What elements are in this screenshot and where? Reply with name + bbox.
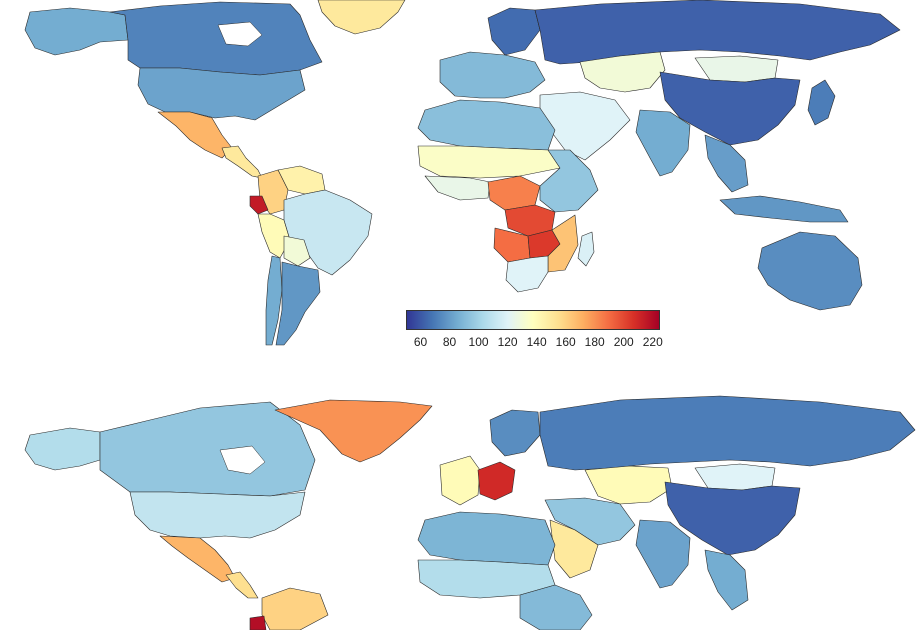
world-map-bottom: [24, 395, 916, 630]
region-greenland: [317, 0, 406, 35]
color-scale-tick-label: 140: [526, 335, 547, 349]
region-east-africa: [519, 584, 593, 630]
region-scandinavia: [487, 7, 541, 56]
region-south-africa: [505, 255, 549, 293]
color-scale-legend: 60 80 100 120 140 160 180 200 220: [398, 307, 670, 352]
region-russia: [534, 0, 901, 65]
color-scale-tick-label: 100: [468, 335, 489, 349]
lake-hudson-bay: [217, 21, 263, 47]
color-scale-tick-label: 60: [413, 335, 428, 349]
region-india: [635, 519, 691, 589]
region-mexico: [159, 535, 236, 583]
region-canada: [99, 401, 316, 497]
region-east-africa: [539, 149, 599, 213]
region-west-africa: [424, 175, 491, 201]
region-mongolia: [694, 463, 776, 491]
color-scale-tick-label: 180: [584, 335, 605, 349]
region-north-africa: [417, 99, 556, 151]
region-southeast-asia: [704, 549, 749, 611]
map-panel-top: 60 80 100 120 140 160 180 200 220: [24, 0, 901, 352]
map-panel-bottom: [0, 370, 922, 630]
region-chile: [265, 255, 283, 346]
region-central-america: [221, 145, 263, 179]
region-japan: [807, 79, 836, 126]
color-scale-tick-label: 220: [642, 335, 663, 349]
region-bolivia: [283, 235, 311, 267]
region-sahel: [417, 145, 561, 179]
color-scale-tick-label: 120: [497, 335, 518, 349]
region-south-america-north: [261, 587, 329, 630]
region-china: [664, 481, 801, 556]
region-ecuador: [249, 615, 267, 630]
region-western-europe: [439, 455, 481, 506]
world-map-top: [24, 0, 901, 346]
region-russia: [539, 395, 916, 471]
region-germany: [477, 461, 516, 501]
region-alaska: [24, 7, 129, 56]
region-central-africa: [487, 175, 541, 211]
color-scale-tick-label: 200: [613, 335, 634, 349]
region-alaska: [24, 427, 101, 471]
region-united-states: [129, 491, 306, 539]
region-argentina: [275, 261, 321, 346]
region-greenland: [274, 399, 433, 463]
region-middle-east: [544, 497, 636, 546]
region-australia: [757, 231, 863, 311]
color-scale-bar: [406, 310, 660, 330]
region-kazakhstan: [584, 465, 673, 505]
lake-hudson-bay: [219, 445, 266, 475]
color-scale-tick-label: 80: [442, 335, 457, 349]
region-mongolia: [694, 55, 779, 83]
region-india: [635, 109, 691, 177]
region-ecuador: [249, 195, 269, 215]
region-indonesia: [719, 195, 849, 223]
region-mexico: [157, 111, 233, 159]
region-arabia: [549, 519, 599, 579]
region-madagascar: [577, 231, 595, 267]
region-kazakhstan: [579, 51, 666, 93]
region-china: [659, 71, 801, 146]
region-central-america: [225, 571, 259, 599]
region-united-states: [137, 67, 306, 121]
region-mozambique: [547, 214, 579, 273]
region-western-europe: [439, 51, 546, 99]
color-scale-tick-label: 160: [555, 335, 576, 349]
region-scandinavia: [489, 409, 541, 457]
region-southeast-asia: [704, 134, 749, 193]
region-north-africa: [417, 511, 556, 566]
region-canada: [109, 1, 323, 76]
